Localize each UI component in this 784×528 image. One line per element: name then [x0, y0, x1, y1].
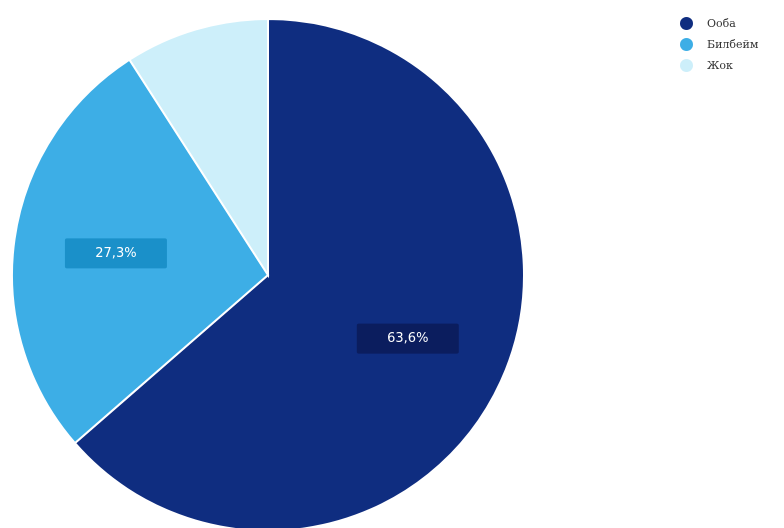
- data-label-bg: [356, 323, 459, 354]
- pie-slice-3[interactable]: [128, 17, 269, 279]
- legend-swatch: [680, 58, 693, 72]
- legend-swatch: [680, 16, 693, 30]
- legend-swatch: [680, 37, 693, 51]
- data-label-2: 27,3%: [64, 238, 167, 269]
- data-label-1: 63,6%: [356, 323, 459, 354]
- legend-item-3[interactable]: Жок: [680, 55, 758, 75]
- pie-chart: 63,6% 27,3%: [11, 17, 525, 528]
- legend-label: Ооба: [707, 16, 736, 30]
- legend-label: Билбейм: [707, 37, 759, 51]
- legend-label: Жок: [707, 58, 733, 72]
- data-label-bg: [64, 238, 167, 269]
- pie-data-labels: 63,6% 27,3%: [64, 238, 459, 354]
- chart-legend: Ооба Билбейм Жок: [680, 13, 758, 76]
- data-label-text: 63,6%: [387, 331, 428, 346]
- legend-item-2[interactable]: Билбейм: [680, 34, 758, 54]
- data-label-text: 27,3%: [95, 246, 136, 261]
- pie-slices: [11, 17, 525, 528]
- legend-item-1[interactable]: Ооба: [680, 13, 758, 33]
- pie-slice-1[interactable]: [73, 17, 525, 528]
